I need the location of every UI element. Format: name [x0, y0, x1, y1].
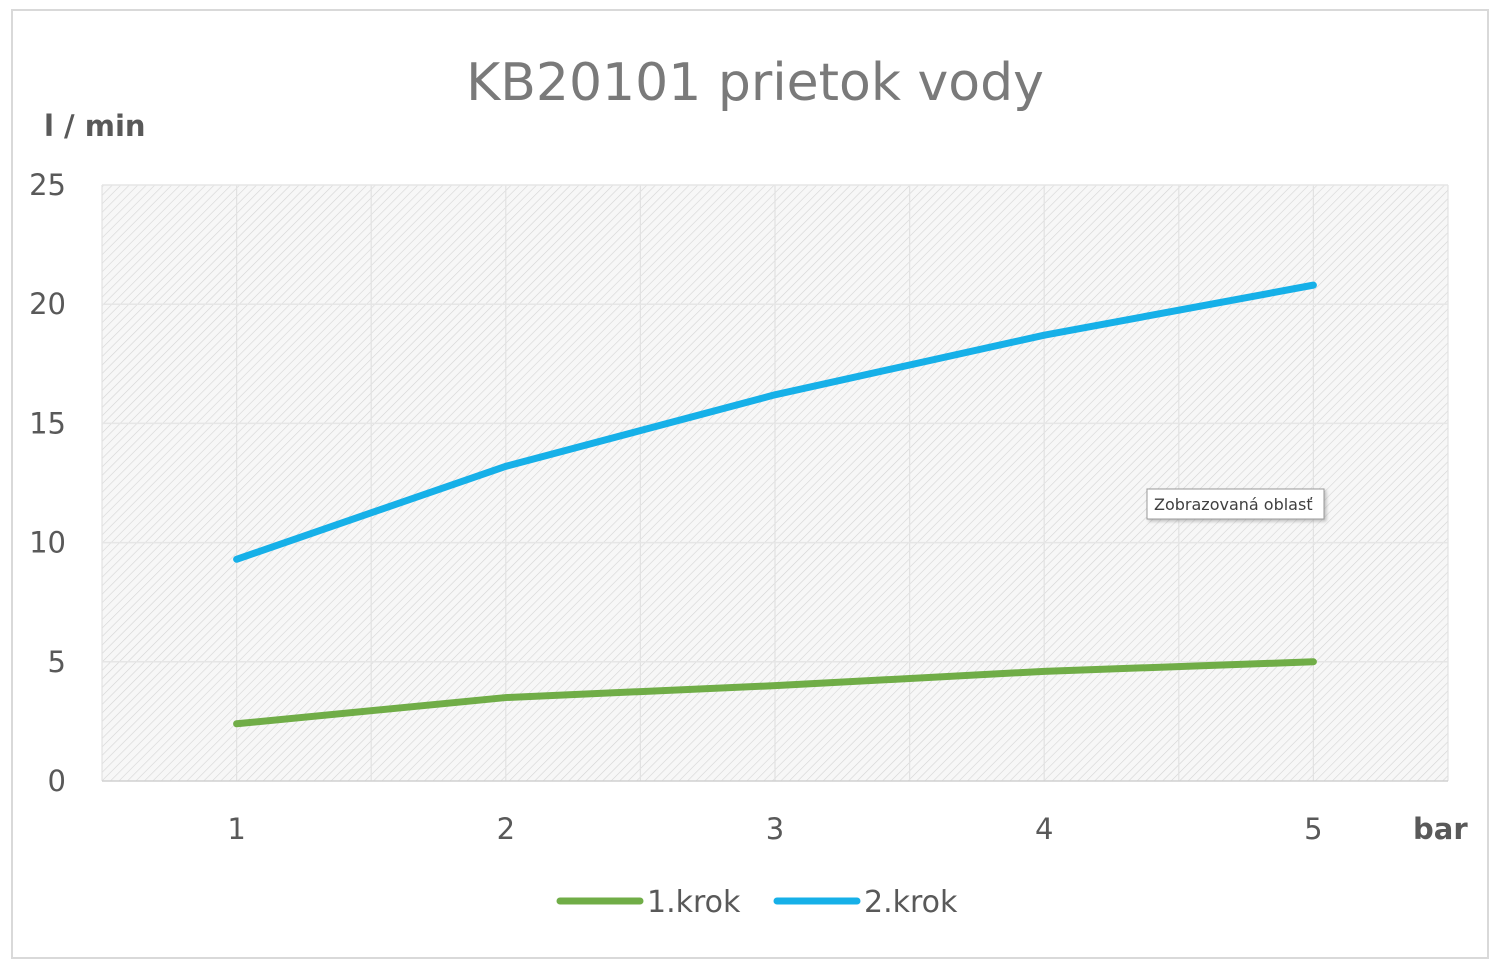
series-line-1.krok	[233, 658, 1317, 728]
x-tick-label: 5	[1304, 812, 1322, 846]
y-tick-label: 15	[29, 406, 66, 440]
y-tick-label: 5	[48, 645, 66, 679]
tooltip: Zobrazovaná oblasť	[1146, 488, 1325, 520]
y-tick-label: 20	[29, 287, 66, 321]
series-line-2.krok	[233, 281, 1317, 563]
x-tick-label: 1	[227, 812, 245, 846]
tooltip-text: Zobrazovaná oblasť	[1154, 495, 1313, 514]
x-tick-label: 2	[497, 812, 515, 846]
legend-label: 2.krok	[864, 885, 958, 920]
x-tick-label: 3	[766, 812, 784, 846]
x-tick-labels: 1 2 3 4 5	[227, 812, 1322, 846]
x-axis-unit: bar	[1413, 812, 1468, 846]
chart-title: KB20101 prietok vody	[466, 53, 1044, 113]
legend-label: 1.krok	[647, 885, 741, 920]
y-tick-label: 25	[29, 168, 66, 202]
y-tick-labels: 0 5 10 15 20 25	[29, 168, 66, 798]
legend: 1.krok 2.krok	[556, 885, 958, 920]
series-lines	[233, 281, 1317, 728]
y-tick-label: 0	[48, 764, 66, 798]
y-tick-label: 10	[29, 526, 66, 560]
x-tick-label: 4	[1035, 812, 1053, 846]
y-axis-unit: l / min	[44, 109, 146, 143]
